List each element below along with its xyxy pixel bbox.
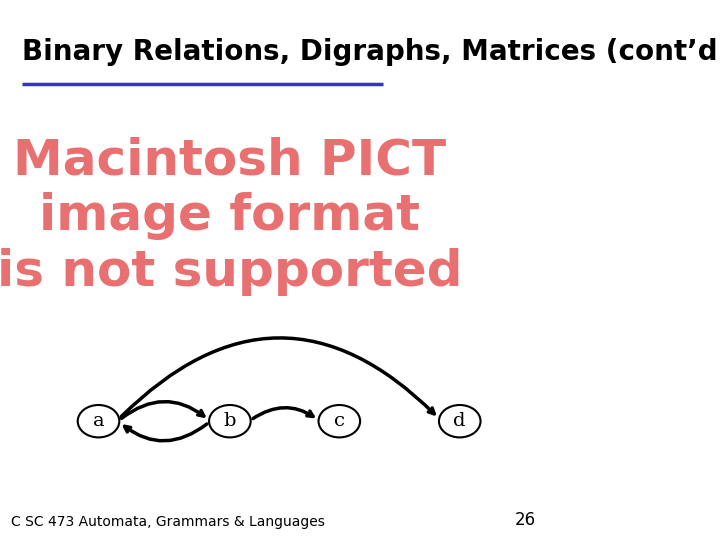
Text: 26: 26 — [516, 511, 536, 529]
Ellipse shape — [209, 405, 251, 437]
Text: c: c — [334, 412, 345, 430]
Ellipse shape — [439, 405, 480, 437]
Text: a: a — [93, 412, 104, 430]
Ellipse shape — [318, 405, 360, 437]
Ellipse shape — [78, 405, 120, 437]
Text: Binary Relations, Digraphs, Matrices (cont’d): Binary Relations, Digraphs, Matrices (co… — [22, 38, 720, 66]
Text: Macintosh PICT
image format
is not supported: Macintosh PICT image format is not suppo… — [0, 137, 463, 295]
Text: C SC 473 Automata, Grammars & Languages: C SC 473 Automata, Grammars & Languages — [11, 515, 325, 529]
Text: d: d — [454, 412, 466, 430]
Text: b: b — [224, 412, 236, 430]
